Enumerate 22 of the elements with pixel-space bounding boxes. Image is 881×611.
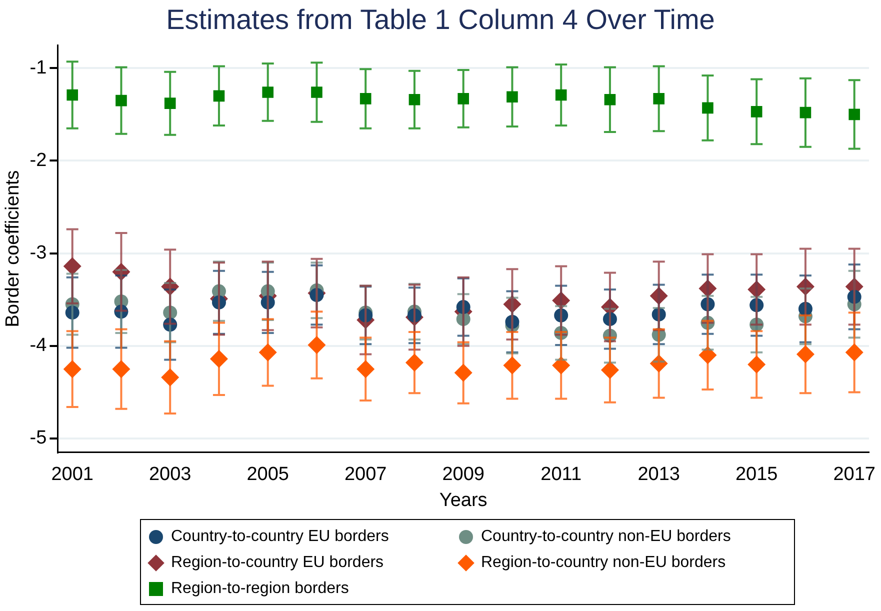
x-tick-label: 2001: [51, 464, 94, 486]
y-axis-title: Border coefficients: [2, 170, 24, 328]
x-tick-label: 2013: [638, 464, 680, 486]
legend-label: Region-to-country non-EU borders: [481, 554, 726, 572]
x-axis-title: Years: [439, 490, 488, 511]
y-tick-label: -5: [30, 428, 47, 449]
legend-label: Region-to-region borders: [171, 580, 349, 598]
y-tick-label: -1: [30, 57, 47, 78]
legend-label: Region-to-country EU borders: [171, 554, 384, 572]
x-tick-label: 2007: [344, 464, 387, 486]
legend-label: Country-to-country non-EU borders: [481, 528, 731, 546]
y-tick-label: -4: [30, 335, 48, 356]
x-tick-label: 2003: [148, 464, 192, 486]
legend-label: Country-to-country EU borders: [171, 528, 389, 546]
x-tick-label: 2017: [833, 464, 876, 486]
y-tick-label: -3: [30, 242, 47, 264]
x-tick-label: 2009: [442, 464, 484, 486]
x-tick-label: 2011: [540, 464, 582, 486]
chart-title: Estimates from Table 1 Column 4 Over Time: [165, 4, 716, 36]
x-tick-label: 2015: [735, 464, 778, 486]
y-tick-label: -2: [30, 150, 47, 171]
x-tick-label: 2005: [246, 464, 289, 486]
